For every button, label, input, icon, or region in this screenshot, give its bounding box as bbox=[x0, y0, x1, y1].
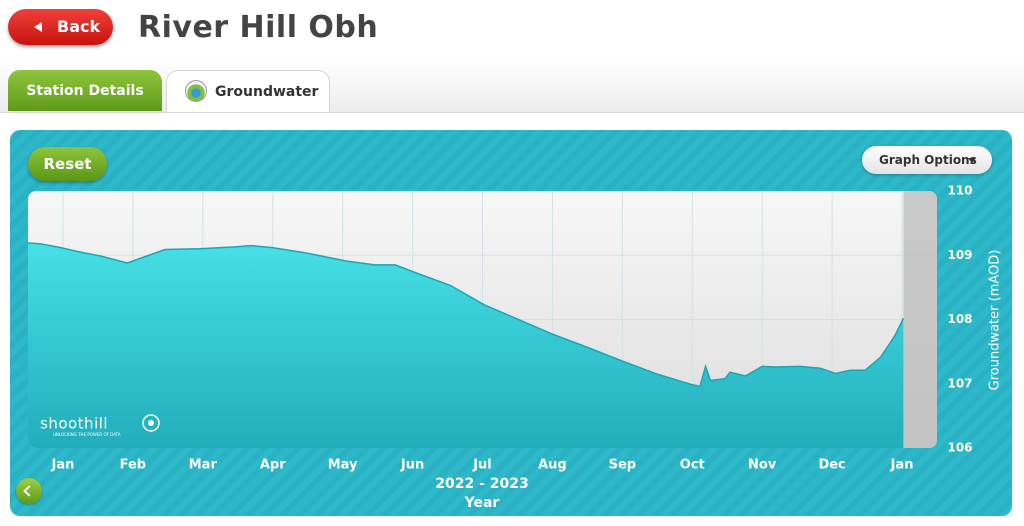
x-tick-label: Dec bbox=[818, 458, 845, 473]
x-axis-title: Year bbox=[464, 495, 500, 511]
y-tick-label: 106 bbox=[947, 441, 972, 455]
watermark-tagline: UNLOCKING THE POWER OF DATA bbox=[53, 432, 121, 437]
x-tick-label: May bbox=[328, 458, 358, 473]
x-tick-label: Oct bbox=[680, 458, 705, 473]
reset-button[interactable]: Reset bbox=[28, 147, 107, 181]
x-tick-label: Mar bbox=[189, 458, 218, 473]
tab-icon bbox=[185, 80, 207, 102]
previous-button[interactable] bbox=[16, 478, 42, 504]
no-data-region bbox=[903, 191, 937, 448]
page-title: River Hill Obh bbox=[138, 10, 379, 45]
x-tick-label: Jun bbox=[400, 458, 424, 473]
line bbox=[28, 242, 905, 388]
x-axis-period: 2022 - 2023 bbox=[435, 476, 529, 492]
x-tick-label: Sep bbox=[609, 458, 637, 473]
tab-station-details[interactable]: Station Details bbox=[8, 70, 162, 111]
x-tick-label: Nov bbox=[748, 458, 777, 473]
y-tick-label: 108 bbox=[947, 312, 972, 326]
x-tick-label: Jul bbox=[472, 458, 492, 473]
y-axis-title: Groundwater (mAOD) bbox=[988, 250, 1003, 391]
x-tick-label: Aug bbox=[538, 458, 567, 473]
x-tick-label: Jan bbox=[890, 458, 914, 473]
top-bar bbox=[0, 0, 1024, 60]
tab-groundwater[interactable]: Groundwater bbox=[166, 70, 330, 112]
watermark-logo-dot bbox=[148, 420, 154, 426]
x-tick-label: Jan bbox=[51, 458, 75, 473]
area bbox=[28, 243, 904, 448]
back-button[interactable]: Back bbox=[8, 9, 113, 45]
graph-options-button[interactable]: Graph Options bbox=[862, 146, 992, 174]
tab-label: Groundwater bbox=[215, 84, 319, 100]
y-tick-label: 109 bbox=[947, 248, 972, 262]
y-tick-label: 110 bbox=[947, 184, 972, 198]
watermark-logo bbox=[142, 414, 160, 432]
x-tick-label: Feb bbox=[120, 458, 146, 473]
watermark: shoothill bbox=[40, 415, 108, 433]
y-tick-label: 107 bbox=[947, 376, 972, 390]
x-tick-label: Apr bbox=[260, 458, 286, 473]
